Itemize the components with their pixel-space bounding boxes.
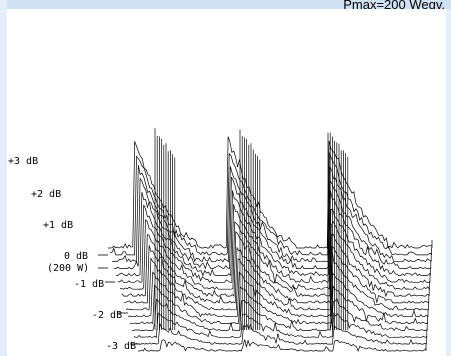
response-trace-10 — [127, 271, 429, 318]
tick-label-plus1: +1 dB — [43, 220, 73, 231]
tick-label-minus1: -1 dB — [74, 279, 104, 290]
response-trace-14 — [135, 323, 427, 345]
plot-area — [7, 9, 446, 356]
response-trace-5 — [117, 204, 430, 283]
response-trace-0 — [108, 136, 433, 249]
response-trace-12 — [131, 297, 428, 331]
response-trace-13 — [133, 312, 427, 338]
response-trace-1 — [109, 152, 432, 256]
response-trace-7 — [121, 230, 430, 298]
tick-label-ref-power: (200 W) — [47, 263, 89, 274]
response-trace-15 — [138, 339, 427, 353]
response-trace-9 — [125, 251, 429, 311]
tick-label-zero: 0 dB — [64, 251, 88, 262]
tick-label-minus3: -3 dB — [106, 341, 136, 352]
tick-label-plus2: +2 dB — [31, 189, 61, 200]
response-trace-2 — [111, 165, 432, 263]
response-trace-3 — [114, 176, 431, 270]
tick-label-minus2: -2 dB — [92, 310, 122, 321]
response-trace-11 — [130, 284, 428, 325]
tick-label-plus3: +3 dB — [8, 156, 38, 167]
